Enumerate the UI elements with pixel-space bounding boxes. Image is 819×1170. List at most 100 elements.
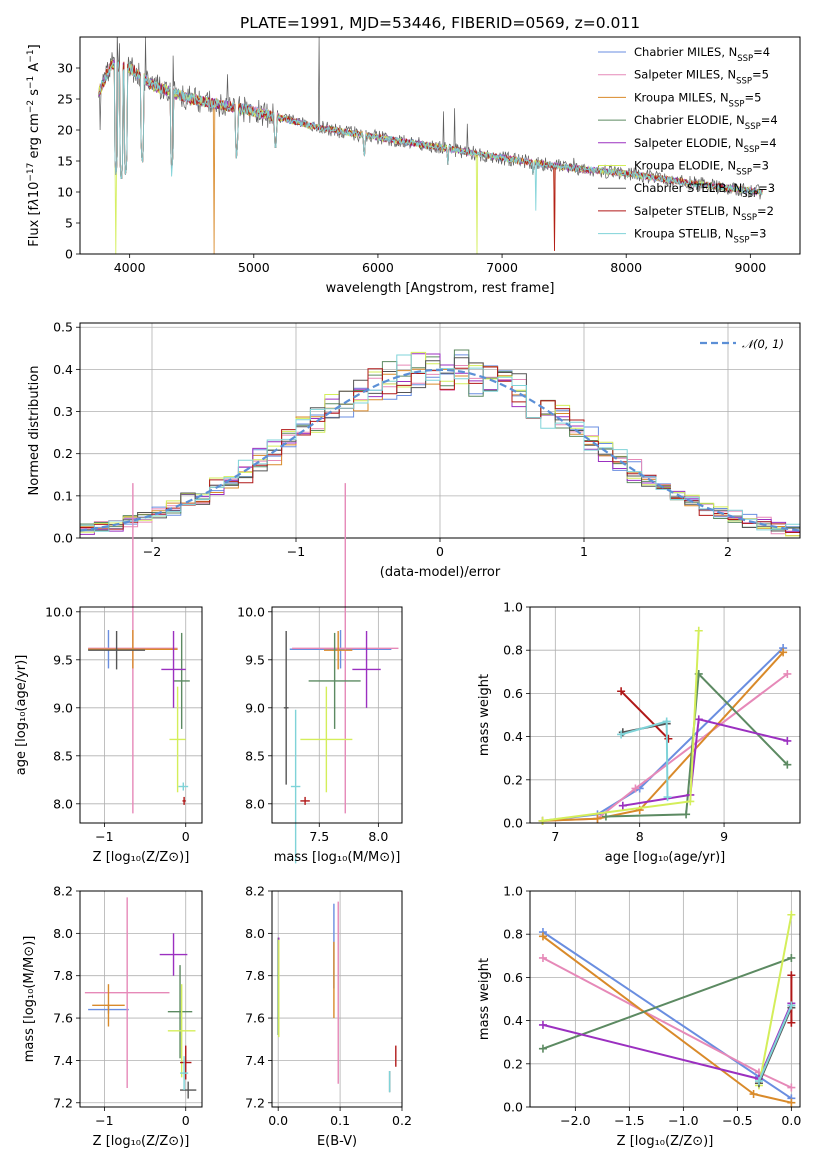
- errorbar-chabrier-stelib: [180, 1081, 197, 1099]
- x-axis-label: E(B-V): [317, 1134, 357, 1149]
- y-tick-label: 9.0: [53, 700, 73, 715]
- x-tick-label: −1: [95, 829, 113, 844]
- y-tick-label: 20: [57, 123, 73, 138]
- weight-line: [758, 1005, 793, 1082]
- y-tick-label: 1.0: [503, 600, 523, 615]
- y-tick-label: 7.4: [245, 1053, 265, 1068]
- x-tick-label: 8: [636, 829, 644, 844]
- errorbar-salpeter-elodie: [161, 631, 186, 708]
- legend-entry: Kroupa MILES, NSSP=5: [634, 90, 761, 109]
- y-tick-label: 0.4: [503, 729, 523, 744]
- weight-marker: [538, 1044, 547, 1053]
- residuals-legend: 𝒩(0, 1): [700, 337, 784, 351]
- errorbar-kroupa-stelib: [178, 782, 189, 791]
- axes: 7.5 8.0 8.0 8.5 9.0 9.5 10.0 mass [log₁₀(M/M⊙)]: [237, 604, 403, 865]
- errorbar-salpeter-elodie: [159, 933, 188, 976]
- y-tick-label: 0.1: [53, 488, 73, 503]
- weight-marker: [787, 971, 796, 980]
- legend-entry: Salpeter STELIB, NSSP=2: [634, 204, 774, 223]
- x-tick-label: 8.0: [368, 829, 388, 844]
- x-tick-label: −1: [287, 544, 305, 559]
- axes-frame: [79, 606, 203, 824]
- weight-series-chabrier-elodie: [538, 953, 796, 1053]
- x-tick-label: −2: [143, 544, 161, 559]
- y-axis-label: age [log₁₀(age/yr)]: [14, 655, 29, 776]
- weight-marker: [779, 648, 788, 657]
- weight-marker: [787, 1083, 796, 1092]
- legend-entry: Kroupa STELIB, NSSP=3: [634, 227, 766, 246]
- figure-title: PLATE=1991, MJD=53446, FIBERID=0569, z=0…: [240, 14, 640, 32]
- errorbar-salpeter-miles: [84, 897, 170, 1088]
- x-tick-label: 9000: [734, 260, 766, 275]
- axes-frame: [79, 322, 801, 539]
- y-axis-label: mass weight: [477, 674, 492, 756]
- weight-line: [542, 931, 792, 1100]
- legend-entry: 𝒩(0, 1): [742, 337, 784, 351]
- x-axis-label: Z [log₁₀(Z/Z⊙)]: [617, 1134, 714, 1149]
- x-tick-label: 2: [724, 544, 732, 559]
- plot-area: [277, 901, 397, 1093]
- y-tick-label: 10.0: [237, 604, 265, 619]
- weight-line: [620, 690, 670, 740]
- weight-series-salpeter-stelib: [617, 687, 673, 743]
- y-tick-label: 15: [57, 154, 73, 169]
- y-tick-label: 0.0: [53, 531, 73, 546]
- errorbar-salpeter-stelib: [182, 796, 186, 805]
- spectrum-legend: Chabrier MILES, NSSP=4 Salpeter MILES, NS…: [598, 45, 778, 246]
- y-tick-label: 8.5: [53, 748, 73, 763]
- y-tick-label: 8.0: [53, 926, 73, 941]
- y-tick-label: 0.3: [53, 404, 73, 419]
- errorbar-kroupa-miles: [324, 631, 353, 670]
- error-bars: [283, 483, 399, 864]
- y-tick-label: 5: [65, 216, 73, 231]
- weight-marker: [694, 626, 703, 635]
- y-tick-label: 0.8: [503, 927, 523, 942]
- x-axis-label: (data-model)/error: [380, 565, 501, 580]
- x-tick-label: −0.5: [722, 1113, 752, 1128]
- plot-area: [538, 910, 796, 1107]
- x-axis-label: Z [log₁₀(Z/Z⊙)]: [93, 850, 190, 865]
- axes-frame: [529, 890, 801, 1108]
- spectrum-panel: 4000 5000 6000 7000 8000 9000 0 5 10 15 20 25 30 wave…: [26, 36, 801, 296]
- legend-entry: Kroupa ELODIE, NSSP=3: [634, 159, 769, 178]
- y-tick-label: 9.5: [53, 652, 73, 667]
- weight-marker: [538, 932, 547, 941]
- x-tick-label: −1.0: [668, 1113, 698, 1128]
- weight-series-kroupa-elodie: [538, 626, 703, 825]
- y-axis-label: Flux [fλ10−17 erg cm−2 s−1 A−1]: [26, 44, 42, 246]
- errorbar-chabrier-elodie: [173, 632, 190, 729]
- x-tick-label: 0.0: [268, 1113, 288, 1128]
- legend-entry: Salpeter ELODIE, NSSP=4: [634, 136, 777, 155]
- weight-marker: [682, 810, 691, 819]
- errorbar-salpeter-stelib: [180, 1045, 192, 1080]
- errorbar-kroupa-stelib: [290, 709, 301, 864]
- x-tick-label: 7000: [486, 260, 518, 275]
- y-tick-label: 0.2: [503, 1056, 523, 1071]
- weight-line: [622, 718, 788, 807]
- errorbar-kroupa-miles: [92, 984, 125, 1027]
- axes-frame: [79, 890, 203, 1108]
- x-tick-label: 7: [551, 829, 559, 844]
- axes-frame: [271, 890, 403, 1108]
- weight-marker: [663, 793, 672, 802]
- errorbar-salpeter-stelib: [300, 796, 310, 805]
- grid-lines: [530, 606, 800, 824]
- y-tick-label: 0.2: [503, 772, 523, 787]
- x-tick-label: 0: [182, 829, 190, 844]
- weight-marker: [783, 669, 792, 678]
- y-tick-label: 0.4: [53, 362, 73, 377]
- axes: −1 0 8.0 8.5 9.0 9.5 10.0 Z [log₁₀(Z/Z⊙)] age [l…: [14, 604, 203, 865]
- axes-frame: [529, 606, 801, 824]
- weight-marker: [631, 784, 640, 793]
- y-tick-label: 7.2: [53, 1095, 73, 1110]
- errorbar-kroupa-stelib: [180, 1056, 189, 1091]
- errorbar-chabrier-stelib: [283, 631, 289, 785]
- weight-marker: [783, 736, 792, 745]
- spectrum-line-kroupa-stelib: [98, 60, 763, 211]
- errorbar-chabrier-stelib: [88, 631, 146, 670]
- weight-series-kroupa-elodie: [754, 910, 796, 1090]
- weight-marker: [601, 812, 610, 821]
- x-tick-label: 0.1: [330, 1113, 350, 1128]
- x-axis-label: Z [log₁₀(Z/Z⊙)]: [93, 1134, 190, 1149]
